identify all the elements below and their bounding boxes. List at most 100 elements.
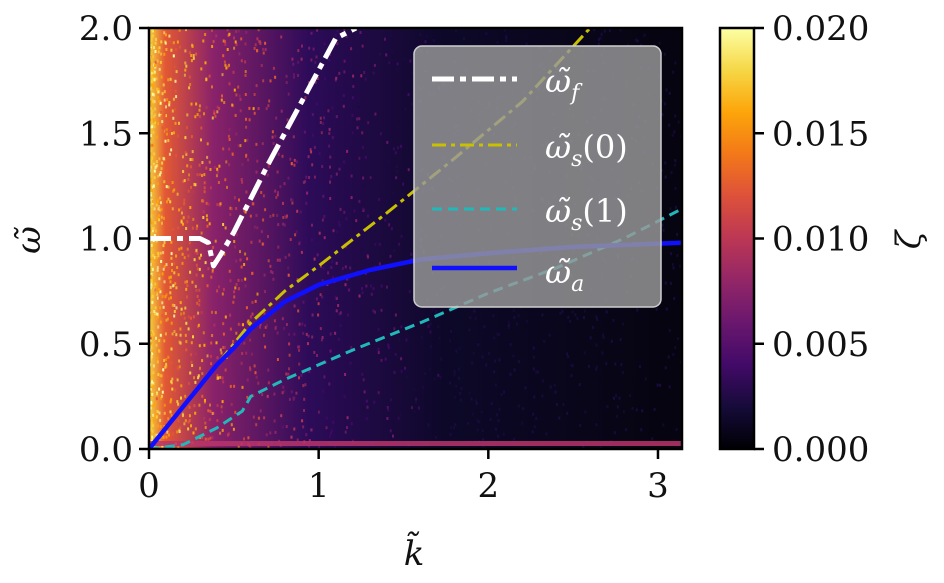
heatmap-cell: [165, 362, 168, 366]
heatmap-cell: [249, 366, 251, 370]
heatmap-cell: [150, 112, 153, 116]
heatmap-cell: [363, 71, 366, 74]
heatmap-cell: [410, 252, 413, 256]
heatmap-cell: [252, 202, 255, 206]
heatmap-cell: [166, 132, 168, 136]
heatmap-cell: [224, 368, 227, 372]
heatmap-cell: [167, 97, 170, 101]
heatmap-cell: [153, 28, 156, 32]
heatmap-cell: [670, 281, 673, 285]
heatmap-cell: [329, 349, 332, 353]
heatmap-cell: [228, 163, 231, 167]
heatmap-cell: [323, 42, 326, 46]
heatmap-cell: [263, 333, 265, 337]
heatmap-cell: [245, 154, 247, 158]
heatmap-cell: [455, 28, 457, 32]
heatmap-cell: [371, 170, 374, 174]
heatmap-cell: [194, 183, 197, 187]
heatmap-cell: [196, 301, 199, 305]
heatmap-cell: [522, 407, 525, 411]
heatmap-cell: [149, 159, 152, 163]
heatmap-cell: [178, 121, 180, 125]
heatmap-cell: [314, 175, 316, 179]
heatmap-cell: [184, 49, 187, 53]
heatmap-cell: [150, 186, 153, 190]
heatmap-cell: [532, 355, 535, 359]
heatmap-cell: [149, 427, 152, 431]
heatmap-cell: [404, 107, 407, 111]
heatmap-cell: [160, 383, 163, 387]
heatmap-cell: [455, 384, 458, 388]
heatmap-cell: [169, 77, 172, 81]
heatmap-cell: [477, 343, 480, 347]
heatmap-cell: [377, 327, 380, 331]
colorbar-tick-label: 0.005: [772, 325, 869, 365]
heatmap-cell: [194, 411, 197, 415]
heatmap-cell: [198, 108, 201, 112]
heatmap-cell: [161, 301, 164, 305]
heatmap-cell: [676, 233, 679, 236]
heatmap-cell: [350, 196, 353, 200]
heatmap-cell: [234, 40, 237, 44]
heatmap-cell: [249, 445, 252, 449]
heatmap-cell: [150, 257, 153, 261]
heatmap-cell: [296, 438, 299, 442]
heatmap-cell: [216, 203, 219, 206]
heatmap-cell: [498, 332, 501, 336]
heatmap-cell: [293, 75, 295, 79]
heatmap-cell: [293, 163, 296, 167]
heatmap-cell: [541, 394, 544, 398]
heatmap-cell: [251, 312, 254, 316]
heatmap-cell: [386, 417, 389, 420]
y-tick-label: 0.5: [79, 325, 133, 365]
heatmap-cell: [208, 418, 211, 422]
heatmap-cell: [229, 313, 232, 317]
heatmap-cell: [370, 292, 373, 296]
heatmap-cell: [399, 413, 402, 417]
heatmap-cell: [281, 425, 284, 429]
heatmap-cell: [338, 223, 341, 227]
heatmap-cell: [241, 385, 244, 389]
heatmap-cell: [384, 357, 387, 361]
heatmap-cell: [193, 182, 196, 186]
heatmap-cell: [346, 426, 348, 429]
heatmap-cell: [422, 386, 425, 390]
heatmap-cell: [559, 311, 562, 315]
heatmap-cell: [170, 361, 173, 365]
heatmap-cell: [260, 230, 263, 234]
heatmap-cell: [203, 112, 205, 116]
heatmap-cell: [288, 397, 291, 401]
heatmap-cell: [330, 265, 333, 269]
heatmap-cell: [150, 80, 153, 84]
heatmap-cell: [195, 227, 198, 230]
heatmap-cell: [212, 40, 215, 44]
heatmap-cell: [605, 310, 608, 314]
heatmap-cell: [154, 107, 157, 111]
heatmap-cell: [171, 78, 174, 82]
heatmap-cell: [503, 390, 505, 394]
heatmap-cell: [238, 198, 240, 202]
heatmap-cell: [184, 333, 187, 337]
heatmap-cell: [458, 367, 461, 371]
heatmap-cell: [335, 76, 338, 80]
heatmap-cell: [301, 322, 304, 326]
heatmap-cell: [237, 322, 240, 326]
heatmap-cell: [493, 370, 496, 374]
y-axis: 0.00.51.01.52.0: [79, 9, 149, 470]
heatmap-cell: [155, 282, 158, 286]
heatmap-cell: [162, 435, 165, 439]
heatmap-cell: [149, 47, 152, 51]
heatmap-cell: [191, 226, 194, 230]
heatmap-cell: [555, 402, 558, 406]
heatmap-cell: [668, 329, 671, 333]
heatmap-cell: [372, 343, 375, 347]
heatmap-cell: [518, 360, 520, 364]
heatmap-cell: [307, 342, 309, 346]
heatmap-cell: [288, 253, 291, 257]
heatmap-cell: [213, 165, 216, 169]
heatmap-cell: [468, 391, 471, 395]
heatmap-cell: [304, 96, 307, 99]
heatmap-cell: [170, 296, 172, 300]
heatmap-cell: [243, 437, 245, 441]
heatmap-cell: [230, 423, 233, 427]
